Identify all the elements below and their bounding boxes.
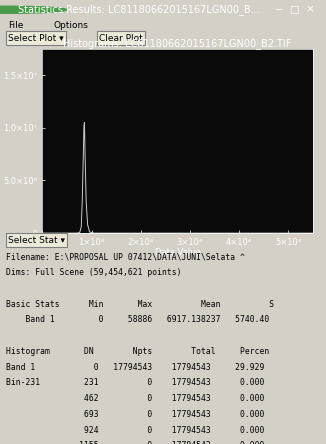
Circle shape (0, 6, 67, 13)
Text: Bin-231         231          0    17794543      0.000: Bin-231 231 0 17794543 0.000 (7, 378, 265, 387)
Text: Options: Options (54, 21, 89, 30)
Text: Clear Plot: Clear Plot (99, 34, 143, 43)
Text: 462          0    17794543      0.000: 462 0 17794543 0.000 (7, 394, 265, 403)
Text: 1155          0    17794543      0.000: 1155 0 17794543 0.000 (7, 441, 265, 444)
Text: Dims: Full Scene (59,454,621 points): Dims: Full Scene (59,454,621 points) (7, 268, 182, 277)
Text: ─: ─ (275, 5, 282, 15)
Text: Basic Stats      Min       Max          Mean          S: Basic Stats Min Max Mean S (7, 300, 274, 309)
Text: Band 1            0   17794543    17794543     29.929: Band 1 0 17794543 17794543 29.929 (7, 363, 265, 372)
X-axis label: Data Value: Data Value (155, 248, 200, 258)
Text: Select Stat ▾: Select Stat ▾ (8, 236, 65, 245)
Text: Statistics Results: LC81180662015167LGN00_B...: Statistics Results: LC81180662015167LGN0… (18, 4, 259, 15)
Text: Histogram       DN        Npts        Total     Percen: Histogram DN Npts Total Percen (7, 347, 270, 356)
Title: Histograms: LC81180662015167LGN00_B2.TIF: Histograms: LC81180662015167LGN00_B2.TIF (64, 38, 292, 49)
Text: 693          0    17794543      0.000: 693 0 17794543 0.000 (7, 410, 265, 419)
Text: ×: × (306, 5, 314, 15)
Text: □: □ (289, 5, 299, 15)
Text: File: File (8, 21, 23, 30)
Text: Filename: E:\PROPOSAL UP 07412\DATA\JUNI\Selata ^: Filename: E:\PROPOSAL UP 07412\DATA\JUNI… (7, 253, 245, 262)
Text: Band 1         0     58886   6917.138237   5740.40: Band 1 0 58886 6917.138237 5740.40 (7, 315, 270, 325)
Text: Select Plot ▾: Select Plot ▾ (8, 34, 64, 43)
Text: 924          0    17794543      0.000: 924 0 17794543 0.000 (7, 425, 265, 435)
